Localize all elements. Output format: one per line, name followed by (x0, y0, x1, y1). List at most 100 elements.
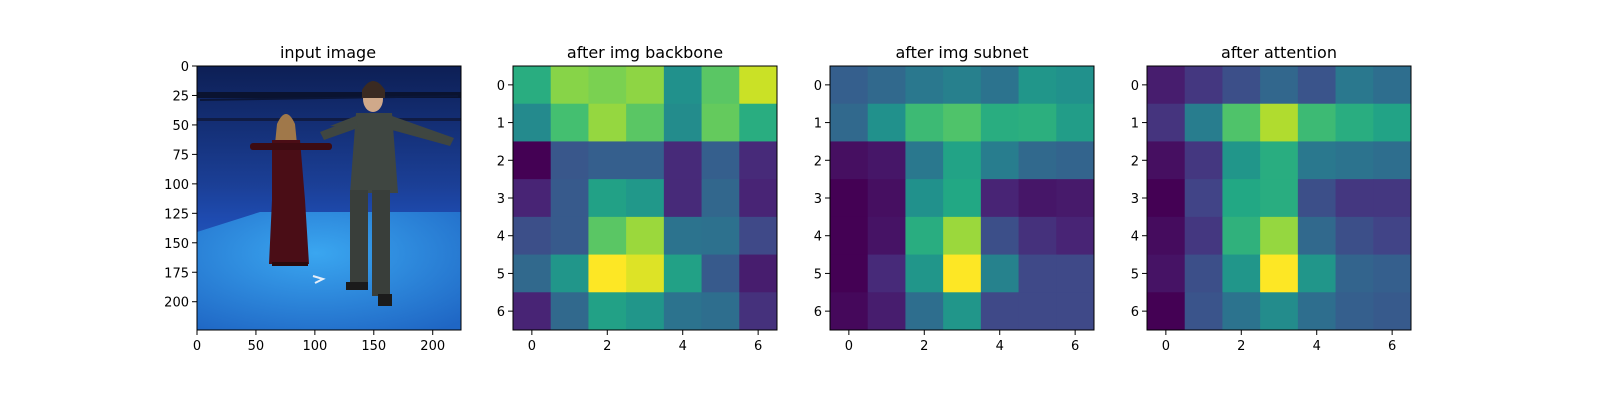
heatmap-cell (588, 66, 627, 105)
heatmap-cell (513, 103, 552, 142)
x-tick-label: 2 (1237, 339, 1245, 354)
heatmap-cell (1260, 141, 1299, 180)
heatmap-cell (701, 254, 740, 293)
heatmap-cell (1184, 103, 1223, 142)
heatmap-cell (1297, 66, 1337, 105)
heatmap-cell (626, 103, 665, 142)
heatmap-cell (663, 254, 703, 293)
y-tick-label: 5 (497, 267, 505, 282)
heatmap-cell (1056, 141, 1095, 180)
heatmap-cell (626, 216, 665, 256)
heatmap-cell (943, 216, 982, 256)
x-tick-label: 200 (420, 339, 445, 354)
heatmap-cell (663, 292, 703, 331)
heatmap-cell (1260, 254, 1299, 293)
heatmap-cell (1018, 103, 1057, 142)
y-tick-label: 0 (181, 60, 189, 75)
y-tick-label: 75 (172, 148, 189, 163)
heatmap-cell (1373, 254, 1412, 293)
y-tick-label: 5 (814, 267, 822, 282)
heatmap-cell (550, 141, 589, 180)
heatmap-cell (701, 216, 740, 256)
heatmap-cell (943, 66, 982, 105)
heatmap-cell (588, 179, 627, 218)
y-tick-label: 25 (172, 89, 189, 104)
x-tick-label: 2 (603, 339, 611, 354)
y-tick-label: 200 (164, 296, 189, 311)
heatmap-cell (1335, 179, 1374, 218)
y-tick-label: 0 (497, 79, 505, 94)
heatmap-cell (1222, 179, 1261, 218)
heatmap-cell (1335, 66, 1374, 105)
heatmap-cell (980, 216, 1020, 256)
heatmap-cell (550, 66, 589, 105)
y-tick-label: 4 (497, 230, 505, 245)
heatmap-cell (626, 179, 665, 218)
heatmap-cell (1222, 292, 1261, 331)
heatmap-cell (1018, 216, 1057, 256)
heatmap-cell (1373, 141, 1412, 180)
heatmap-cell (626, 141, 665, 180)
heatmap-cell (1373, 216, 1412, 256)
heatmap-cell (513, 216, 552, 256)
heatmap-cell (1147, 179, 1186, 218)
heatmap-cell (701, 292, 740, 331)
heatmap-cell (1056, 292, 1095, 331)
heatmap-cell (980, 66, 1020, 105)
heatmap-cell (739, 216, 778, 256)
heatmap-cell (867, 141, 906, 180)
y-tick-label: 50 (172, 119, 189, 134)
heatmap-cell (1297, 216, 1337, 256)
heatmap-cell (1260, 103, 1299, 142)
panel-title: after img subnet (895, 43, 1028, 62)
heatmap-cell (943, 103, 982, 142)
heatmap-cell (588, 254, 627, 293)
heatmap-cell (980, 179, 1020, 218)
heatmap-cell (980, 103, 1020, 142)
heatmap-cell (1018, 66, 1057, 105)
heatmap-cell (1056, 103, 1095, 142)
y-tick-label: 6 (1131, 305, 1139, 320)
y-tick-label: 1 (1131, 117, 1139, 132)
heatmap-cell (830, 179, 869, 218)
x-tick-label: 4 (996, 339, 1004, 354)
heatmap-cell (1184, 66, 1223, 105)
heatmap-cell (867, 254, 906, 293)
y-tick-label: 2 (497, 154, 505, 169)
heatmap-cell (905, 254, 944, 293)
heatmap-cell (980, 141, 1020, 180)
heatmap-cell (1297, 103, 1337, 142)
heatmap-cell (1018, 292, 1057, 331)
panel-title: input image (280, 43, 376, 62)
heatmap-cell (701, 103, 740, 142)
heatmap-cell (663, 103, 703, 142)
heatmap-cell (1056, 179, 1095, 218)
heatmap-cell (867, 103, 906, 142)
heatmap-cell (830, 216, 869, 256)
heatmap-cell (1184, 292, 1223, 331)
heatmap-cell (943, 179, 982, 218)
y-tick-label: 5 (1131, 267, 1139, 282)
heatmap-cell (739, 141, 778, 180)
axes-border (196, 65, 462, 331)
heatmap-cell (513, 66, 552, 105)
heatmap-cell (1335, 254, 1374, 293)
heatmap-cell (739, 103, 778, 142)
heatmap-cell (1222, 103, 1261, 142)
heatmap-cell (1260, 179, 1299, 218)
y-tick-label: 3 (1131, 192, 1139, 207)
y-tick-label: 150 (164, 237, 189, 252)
x-tick-label: 0 (1162, 339, 1170, 354)
heatmap-cell (1335, 141, 1374, 180)
heatmap-cell (1147, 254, 1186, 293)
x-tick-label: 100 (302, 339, 327, 354)
heatmap-cell (1297, 141, 1337, 180)
heatmap-cell (1297, 292, 1337, 331)
heatmap-cell (1056, 254, 1095, 293)
heatmap-cell (588, 141, 627, 180)
heatmap-cell (550, 254, 589, 293)
x-tick-label: 2 (920, 339, 928, 354)
panel-title: after attention (1221, 43, 1337, 62)
heatmap-cell (1184, 179, 1223, 218)
